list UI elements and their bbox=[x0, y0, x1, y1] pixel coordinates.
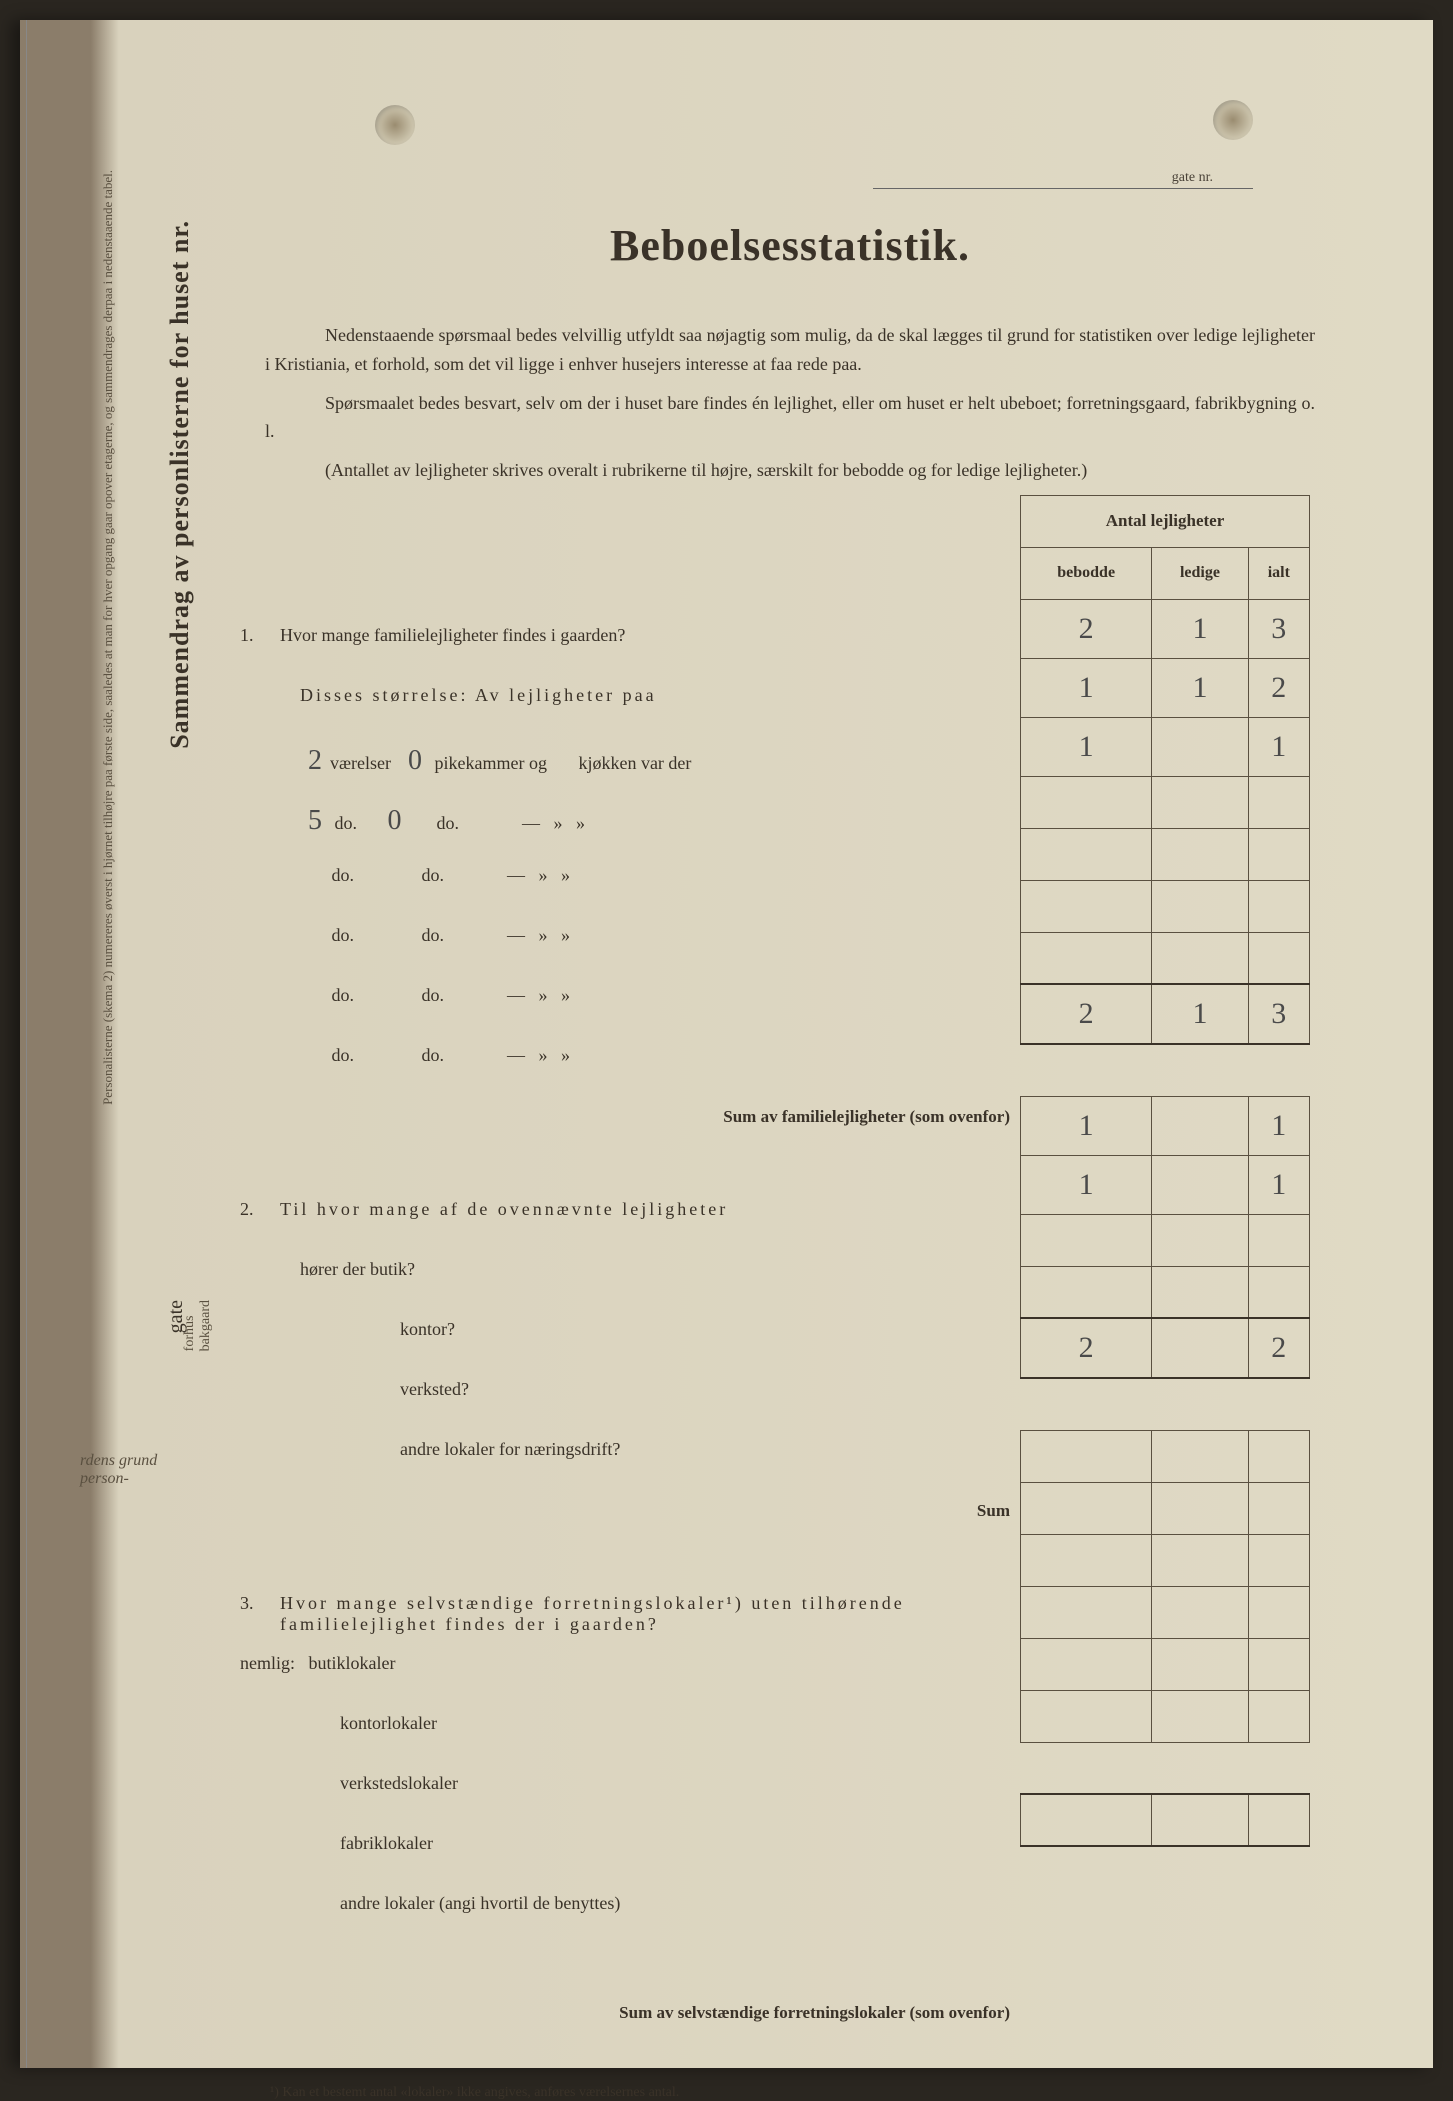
ditto: do. bbox=[332, 925, 355, 946]
intro-paragraph-1: Nedenstaaende spørsmaal bedes velvillig … bbox=[240, 321, 1340, 379]
table-row bbox=[1021, 1534, 1310, 1586]
cell: 1 bbox=[1021, 717, 1152, 776]
document-page: Personalisterne (skema 2) numereres øver… bbox=[20, 20, 1433, 2068]
punch-hole-icon bbox=[375, 105, 415, 145]
ditto: do. bbox=[422, 925, 445, 946]
left-margin-strip bbox=[20, 20, 160, 2068]
sidebar-instruction-text: Personalisterne (skema 2) numereres øver… bbox=[98, 170, 118, 1105]
ditto: do. bbox=[332, 1045, 355, 1066]
cell-q2-sum-i: 2 bbox=[1248, 1318, 1309, 1378]
table-row bbox=[1021, 1430, 1310, 1482]
form-table-area: Antal lejligheter bebodde ledige ialt 2 … bbox=[240, 505, 1340, 2101]
q1-number: 1. bbox=[240, 625, 280, 646]
nemlig-label: nemlig: bbox=[240, 1653, 295, 1674]
cell-q2-sum-b: 2 bbox=[1021, 1318, 1152, 1378]
q2-number: 2. bbox=[240, 1199, 280, 1220]
table-row bbox=[1021, 1482, 1310, 1534]
cell: 1 bbox=[1248, 717, 1309, 776]
ditto: do. bbox=[332, 865, 355, 886]
ditto: do. bbox=[422, 1045, 445, 1066]
table-row: 1 1 bbox=[1021, 717, 1310, 776]
hw-pk-1: 0 bbox=[400, 745, 430, 777]
intro-paragraph-3: (Antallet av lejligheter skrives overalt… bbox=[240, 456, 1340, 485]
table-header-main: Antal lejligheter bbox=[1021, 495, 1310, 547]
cell: 1 bbox=[1248, 1155, 1309, 1214]
table-row bbox=[1021, 1214, 1310, 1266]
cell bbox=[1152, 717, 1248, 776]
cell: 1 bbox=[1021, 658, 1152, 717]
kjokken-label: kjøkken var der bbox=[578, 753, 691, 774]
q3-sum-label: Sum av selvstændige forretningslokaler (… bbox=[240, 2003, 1340, 2055]
cell-q1-bebodde: 2 bbox=[1021, 599, 1152, 658]
table-row bbox=[1021, 880, 1310, 932]
ditto: do. bbox=[335, 813, 358, 834]
cell: 1 bbox=[1152, 658, 1248, 717]
gate-nr-field: gate nr. bbox=[873, 170, 1253, 189]
q1-text-content: Hvor mange familielejligheter findes i g… bbox=[280, 625, 625, 645]
table-row-spacer bbox=[1021, 1044, 1310, 1096]
footnote: ¹) Kan et bestemt antal «lokaler» ikke a… bbox=[240, 2085, 1340, 2101]
forhus-text: forhus bbox=[182, 1316, 197, 1352]
main-form-area: Beboelsesstatistik. Nedenstaaende spørsm… bbox=[240, 220, 1340, 2101]
sum-row: 2 1 3 bbox=[1021, 984, 1310, 1044]
sum-row: 2 2 bbox=[1021, 1318, 1310, 1378]
table-row: 1 1 bbox=[1021, 1155, 1310, 1214]
cell: 1 bbox=[1021, 1155, 1152, 1214]
q3-line-4: andre lokaler (angi hvortil de benyttes) bbox=[340, 1893, 1340, 1914]
table-row bbox=[1021, 1690, 1310, 1742]
bakgaard-text: bakgaard bbox=[198, 1300, 213, 1351]
vaerelser-label: værelser bbox=[330, 753, 391, 774]
q3-number: 3. bbox=[240, 1593, 280, 1614]
table-row: 1 1 2 bbox=[1021, 658, 1310, 717]
table-row bbox=[1021, 1638, 1310, 1690]
table-row-spacer bbox=[1021, 1378, 1310, 1430]
cell: 2 bbox=[1248, 658, 1309, 717]
table-row bbox=[1021, 932, 1310, 984]
sidebar-forhus-label: forhus bakgaard bbox=[182, 1300, 214, 1351]
table-row bbox=[1021, 1586, 1310, 1638]
table-row bbox=[1021, 776, 1310, 828]
col-ledige: ledige bbox=[1152, 547, 1248, 599]
ditto: do. bbox=[422, 985, 445, 1006]
cell bbox=[1152, 1155, 1248, 1214]
ditto: do. bbox=[437, 813, 460, 834]
margin-labels: rdens grund person- bbox=[80, 1452, 157, 1488]
sidebar-heading: Sammendrag av personlisterne for huset n… bbox=[165, 220, 195, 749]
cell-q1-ledige: 1 bbox=[1152, 599, 1248, 658]
cell bbox=[1152, 1096, 1248, 1155]
count-table: Antal lejligheter bebodde ledige ialt 2 … bbox=[1020, 495, 1310, 1848]
hw-vaer-2: 5 bbox=[300, 805, 330, 837]
cell-sum-ledige: 1 bbox=[1152, 984, 1248, 1044]
table-row: 1 1 bbox=[1021, 1096, 1310, 1155]
side-boxes bbox=[20, 20, 27, 2068]
cell-q1-ialt: 3 bbox=[1248, 599, 1309, 658]
grund-label: rdens grund bbox=[80, 1452, 157, 1470]
hw-vaer-1: 2 bbox=[300, 745, 330, 777]
ditto: do. bbox=[332, 985, 355, 1006]
table-row bbox=[1021, 1266, 1310, 1318]
cell-sum-bebodde: 2 bbox=[1021, 984, 1152, 1044]
pikekammer-label: pikekammer og bbox=[434, 753, 546, 774]
cell-q2-butik-b: 1 bbox=[1021, 1096, 1152, 1155]
col-bebodde: bebodde bbox=[1021, 547, 1152, 599]
person-label: person- bbox=[80, 1470, 157, 1488]
punch-hole-icon bbox=[1213, 100, 1253, 140]
cell-sum-ialt: 3 bbox=[1248, 984, 1309, 1044]
intro-paragraph-2: Spørsmaalet bedes besvart, selv om der i… bbox=[240, 389, 1340, 447]
table-row-spacer bbox=[1021, 1742, 1310, 1794]
cell bbox=[1152, 1318, 1248, 1378]
sum-row bbox=[1021, 1794, 1310, 1846]
q1-size-label: Disses størrelse: Av lejligheter paa bbox=[300, 685, 657, 706]
table-row: 2 1 3 bbox=[1021, 599, 1310, 658]
ditto: do. bbox=[422, 865, 445, 886]
hw-pk-2: 0 bbox=[380, 805, 410, 837]
table-row bbox=[1021, 828, 1310, 880]
col-ialt: ialt bbox=[1248, 547, 1309, 599]
cell-q2-butik-i: 1 bbox=[1248, 1096, 1309, 1155]
page-title: Beboelsesstatistik. bbox=[240, 220, 1340, 271]
